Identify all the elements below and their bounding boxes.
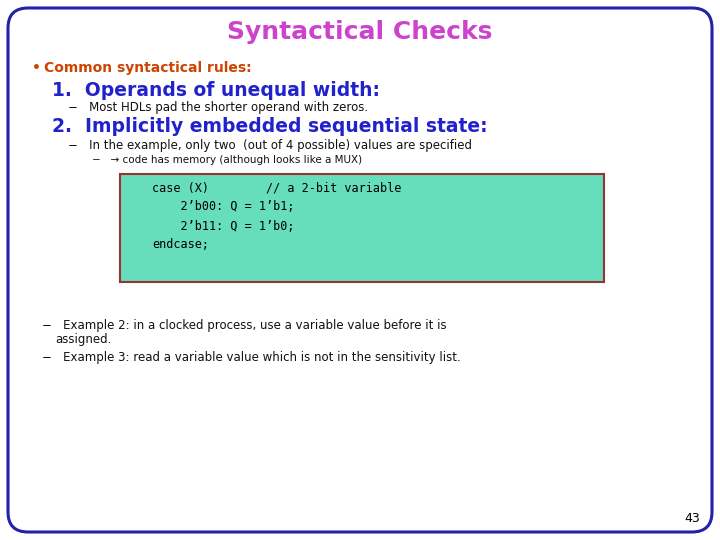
- Text: •: •: [32, 61, 41, 75]
- Text: −   Most HDLs pad the shorter operand with zeros.: − Most HDLs pad the shorter operand with…: [68, 102, 368, 114]
- Text: case (X)        // a 2-bit variable: case (X) // a 2-bit variable: [152, 181, 401, 194]
- Text: Syntactical Checks: Syntactical Checks: [228, 20, 492, 44]
- FancyBboxPatch shape: [120, 174, 604, 282]
- Text: 1.  Operands of unequal width:: 1. Operands of unequal width:: [52, 80, 380, 99]
- Text: 43: 43: [684, 511, 700, 524]
- Text: 2’b00: Q = 1’b1;: 2’b00: Q = 1’b1;: [152, 200, 294, 213]
- Text: endcase;: endcase;: [152, 239, 209, 252]
- Text: 2.  Implicitly embedded sequential state:: 2. Implicitly embedded sequential state:: [52, 118, 487, 137]
- Text: Common syntactical rules:: Common syntactical rules:: [44, 61, 251, 75]
- Text: −   Example 2: in a clocked process, use a variable value before it is: − Example 2: in a clocked process, use a…: [42, 319, 446, 332]
- Text: −   Example 3: read a variable value which is not in the sensitivity list.: − Example 3: read a variable value which…: [42, 350, 461, 363]
- Text: −   In the example, only two  (out of 4 possible) values are specified: − In the example, only two (out of 4 pos…: [68, 138, 472, 152]
- Text: assigned.: assigned.: [55, 334, 112, 347]
- Text: −   → code has memory (although looks like a MUX): − → code has memory (although looks like…: [92, 155, 362, 165]
- Text: 2’b11: Q = 1’b0;: 2’b11: Q = 1’b0;: [152, 219, 294, 233]
- FancyBboxPatch shape: [8, 8, 712, 532]
